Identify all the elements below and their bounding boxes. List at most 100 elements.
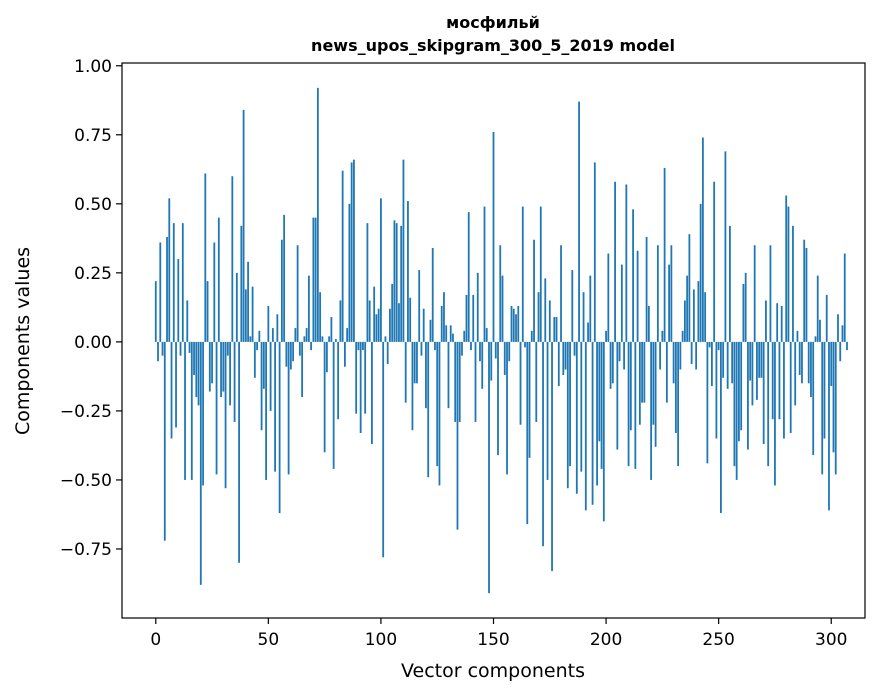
bar <box>569 341 571 467</box>
bar <box>402 159 405 342</box>
bar <box>490 341 493 381</box>
bar <box>389 308 391 342</box>
bar <box>830 341 833 387</box>
bar <box>346 328 349 342</box>
bar <box>278 341 281 514</box>
bar <box>661 330 664 342</box>
bar <box>810 341 812 398</box>
bar <box>411 341 414 431</box>
bar <box>503 341 506 376</box>
bar <box>722 341 725 378</box>
bar <box>636 250 639 342</box>
bar <box>193 341 195 376</box>
bar <box>801 341 803 384</box>
bar <box>470 341 472 351</box>
bar <box>733 341 736 467</box>
bar <box>404 341 407 403</box>
bar <box>434 341 436 351</box>
bar <box>458 341 461 422</box>
x-axis: 0 50 100 150 200 250 300 <box>150 618 847 650</box>
bar <box>789 341 792 433</box>
bar <box>179 341 182 356</box>
bar <box>735 341 738 480</box>
bar <box>614 181 616 342</box>
bar <box>742 283 745 342</box>
bar <box>740 341 743 431</box>
bar <box>807 341 810 384</box>
bar <box>416 341 418 384</box>
bars-group <box>154 87 848 594</box>
bar <box>316 87 319 342</box>
bar <box>825 294 828 342</box>
bar <box>332 341 335 469</box>
bar <box>181 223 184 342</box>
bar <box>485 328 488 342</box>
bar <box>699 203 702 342</box>
bar <box>494 341 497 359</box>
bar <box>328 336 331 342</box>
bar <box>364 341 367 414</box>
bar <box>454 341 457 422</box>
bar <box>231 176 234 342</box>
bar <box>479 341 481 362</box>
bar <box>325 341 328 373</box>
bar <box>731 341 734 384</box>
bar <box>798 341 801 376</box>
bar <box>303 336 306 342</box>
bar <box>690 341 693 364</box>
bar <box>157 341 159 362</box>
bar <box>508 341 511 362</box>
bar <box>294 328 297 342</box>
bar <box>510 305 513 342</box>
bar <box>562 341 565 376</box>
bar <box>172 223 175 342</box>
x-tick-label: 150 <box>477 630 509 650</box>
bar <box>796 330 799 342</box>
bar <box>242 109 245 342</box>
bar <box>319 292 322 342</box>
bar <box>697 281 700 342</box>
bar <box>668 264 671 342</box>
bar <box>368 300 371 342</box>
bar <box>217 217 220 342</box>
bar <box>663 167 666 342</box>
bar <box>483 206 486 342</box>
bar <box>555 317 558 342</box>
bar <box>452 333 454 342</box>
bar <box>492 132 495 342</box>
bar <box>463 330 466 342</box>
bar <box>537 292 540 342</box>
bar <box>812 341 815 456</box>
bar <box>535 341 538 422</box>
bar <box>425 341 427 409</box>
bar <box>749 341 752 381</box>
bar <box>436 341 439 467</box>
bar <box>362 341 364 351</box>
bar <box>265 341 267 480</box>
bar <box>163 341 166 541</box>
bar <box>197 341 200 406</box>
bar <box>296 245 299 342</box>
bar <box>472 294 475 342</box>
bar <box>760 341 763 378</box>
bar <box>632 209 634 342</box>
bar <box>312 217 315 342</box>
bar <box>659 341 662 370</box>
bar <box>422 308 425 342</box>
bar <box>602 341 605 522</box>
bar <box>819 319 821 342</box>
bar <box>774 341 776 486</box>
bar <box>413 341 416 384</box>
bar <box>611 341 614 384</box>
bar <box>596 341 598 486</box>
bar <box>371 341 373 445</box>
bar <box>607 253 610 342</box>
bar <box>571 270 574 342</box>
bar <box>758 341 761 378</box>
bar <box>476 272 479 342</box>
bar <box>618 341 621 362</box>
bar <box>506 341 508 475</box>
bar <box>229 341 231 406</box>
bar <box>154 281 157 342</box>
